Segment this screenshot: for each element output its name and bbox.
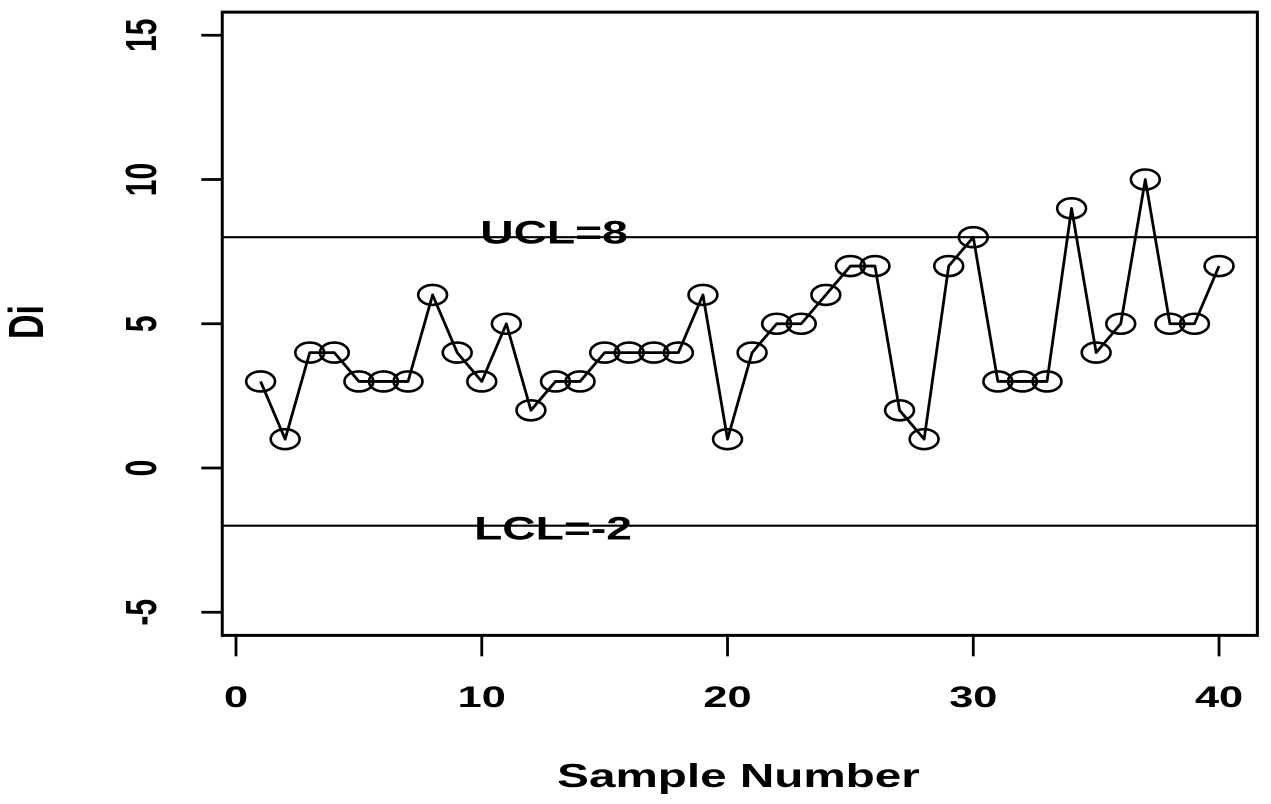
- x-tick-label: 20: [703, 680, 751, 714]
- data-point-marker: [615, 343, 644, 363]
- data-point-marker: [861, 256, 890, 276]
- y-tick-label: 15: [117, 19, 166, 52]
- data-point-marker: [271, 429, 300, 449]
- data-point-marker: [836, 256, 865, 276]
- data-point-marker: [689, 285, 718, 305]
- data-point-marker: [1180, 314, 1209, 334]
- data-point-marker: [566, 371, 595, 391]
- data-point-marker: [934, 256, 963, 276]
- data-point-marker: [1082, 343, 1111, 363]
- y-axis-label: Di: [0, 305, 53, 339]
- data-point-marker: [590, 343, 619, 363]
- data-point-marker: [1205, 256, 1234, 276]
- y-tick-label: 5: [117, 315, 166, 332]
- x-tick-label: 40: [1195, 680, 1243, 714]
- data-point-marker: [910, 429, 939, 449]
- data-point-marker: [885, 400, 914, 420]
- data-point-marker: [467, 371, 496, 391]
- data-point-marker: [320, 343, 349, 363]
- data-point-marker: [787, 314, 816, 334]
- y-tick-label: 0: [117, 460, 166, 477]
- data-point-marker: [246, 371, 275, 391]
- ucl-label: UCL=8: [480, 215, 628, 250]
- data-point-marker: [541, 371, 570, 391]
- data-point-marker: [713, 429, 742, 449]
- plot-area: 0 10 20 30 40 -5 0 5 10 15 UCL=8 LCL=-2 Sample Nu…: [0, 12, 1257, 794]
- x-tick-label: 30: [949, 680, 997, 714]
- data-point-marker: [639, 343, 668, 363]
- x-axis-label: Sample Number: [557, 757, 920, 794]
- data-point-marker: [1008, 371, 1037, 391]
- data-point-marker: [1155, 314, 1184, 334]
- data-point-marker: [516, 400, 545, 420]
- data-point-marker: [418, 285, 447, 305]
- data-point-marker: [1033, 371, 1062, 391]
- data-point-marker: [959, 227, 988, 247]
- data-point-marker: [664, 343, 693, 363]
- data-point-marker: [443, 343, 472, 363]
- data-point-marker: [762, 314, 791, 334]
- data-point-marker: [369, 371, 398, 391]
- x-tick-label: 0: [224, 680, 248, 714]
- data-point-marker: [1106, 314, 1135, 334]
- data-point-marker: [295, 343, 324, 363]
- data-point-marker: [811, 285, 840, 305]
- data-point-marker: [1057, 198, 1086, 218]
- data-point-marker: [1131, 170, 1160, 190]
- y-tick-label: 10: [117, 163, 166, 196]
- data-point-marker: [394, 371, 423, 391]
- data-point-marker: [492, 314, 521, 334]
- y-tick-label: -5: [117, 599, 166, 626]
- x-tick-label: 10: [458, 680, 506, 714]
- data-point-marker: [738, 343, 767, 363]
- data-series-line: [261, 180, 1219, 440]
- plot-border: [222, 12, 1257, 635]
- data-point-marker: [344, 371, 373, 391]
- data-point-marker: [983, 371, 1012, 391]
- lcl-label: LCL=-2: [474, 511, 632, 546]
